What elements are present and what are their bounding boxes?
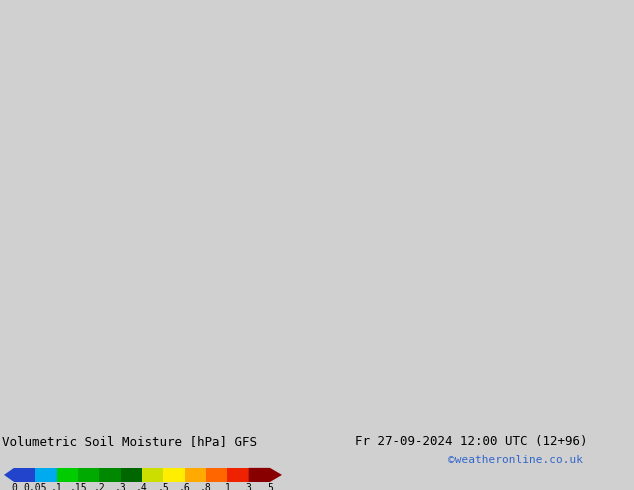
Bar (164, 468, 184, 482)
Polygon shape (4, 468, 14, 482)
Bar (78, 468, 100, 482)
Bar (14, 468, 36, 482)
Bar (184, 468, 206, 482)
Text: 0: 0 (11, 483, 17, 490)
Bar (56, 468, 78, 482)
Text: .15: .15 (69, 483, 87, 490)
Bar (36, 468, 56, 482)
Text: .4: .4 (136, 483, 148, 490)
Text: 5: 5 (267, 483, 273, 490)
Text: ©weatheronline.co.uk: ©weatheronline.co.uk (448, 455, 583, 465)
Text: .8: .8 (200, 483, 212, 490)
Text: .3: .3 (115, 483, 127, 490)
Text: Fr 27-09-2024 12:00 UTC (12+96): Fr 27-09-2024 12:00 UTC (12+96) (355, 435, 588, 448)
Text: .5: .5 (157, 483, 169, 490)
Bar (100, 468, 120, 482)
Bar (228, 468, 249, 482)
Text: 1: 1 (224, 483, 230, 490)
Text: .2: .2 (93, 483, 105, 490)
Text: 0.05: 0.05 (23, 483, 47, 490)
Bar (206, 468, 228, 482)
Text: 3: 3 (246, 483, 252, 490)
Bar (142, 468, 164, 482)
Bar (120, 468, 142, 482)
Text: .6: .6 (179, 483, 191, 490)
Polygon shape (249, 468, 282, 482)
Text: .1: .1 (51, 483, 63, 490)
Text: Volumetric Soil Moisture [hPa] GFS: Volumetric Soil Moisture [hPa] GFS (2, 435, 257, 448)
Bar (249, 468, 270, 482)
